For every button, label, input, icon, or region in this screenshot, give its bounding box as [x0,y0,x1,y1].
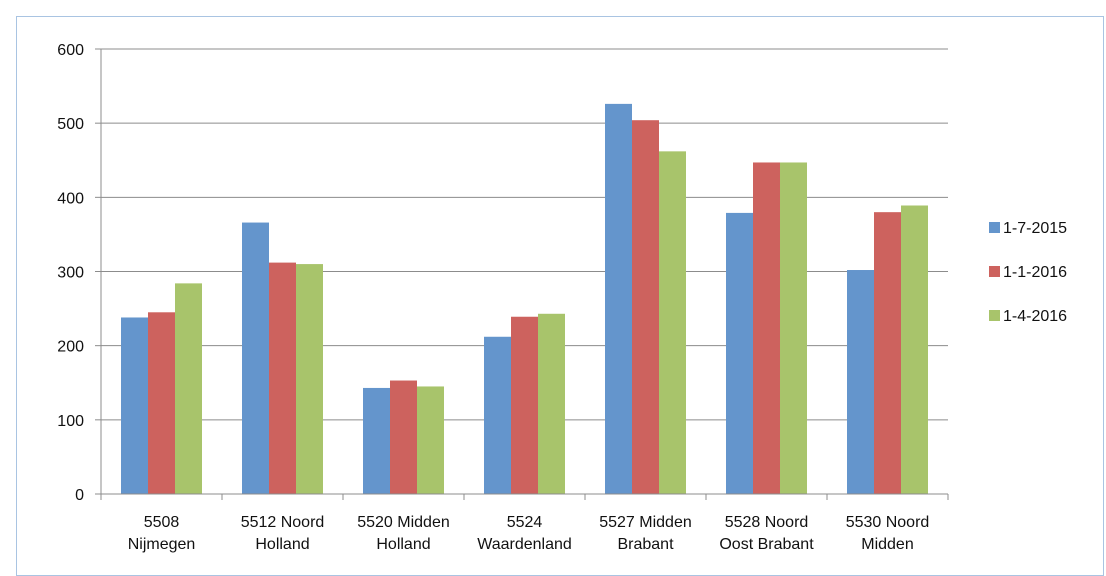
bar [148,312,175,494]
bar [242,222,269,495]
x-tick-label: 5527 Midden Brabant [599,514,692,553]
y-tick-label: 400 [57,190,84,207]
bar [175,283,202,494]
bar [417,386,444,494]
bar [901,205,928,494]
legend-swatch [989,310,1000,321]
y-tick-label: 300 [57,265,84,282]
bar [363,387,390,494]
x-tick-label: 5512 Noord Holland [241,514,325,553]
bar [269,262,296,494]
x-tick-label: 5520 Midden Holland [357,514,450,553]
x-tick-label: 5524 Waardenland [477,514,572,553]
bar [780,162,807,494]
bar [484,336,511,494]
x-category-labels: 5508 Nijmegen 5512 Noord Holland 5520 Midden… [128,514,930,553]
bar [390,380,417,494]
y-tick-label: 600 [57,42,84,59]
bar [121,317,148,494]
bar-chart: 0 100 200 300 400 500 600 5508 Nijmegen 5512 Noo… [57,42,1067,553]
y-tick-label: 100 [57,413,84,430]
bar [874,212,901,494]
bar [605,103,632,494]
axes [95,48,949,500]
legend-label: 1-7-2015 [1003,220,1067,237]
bar [296,264,323,494]
y-tick-label: 500 [57,116,84,133]
bar [538,313,565,494]
bar [632,120,659,494]
y-tick-labels: 0 100 200 300 400 500 600 [57,42,84,504]
x-tick-label: 5530 Noord Midden [846,514,930,553]
x-tick-label: 5508 Nijmegen [128,514,196,553]
legend-label: 1-4-2016 [1003,308,1067,325]
y-tick-label: 200 [57,339,84,356]
x-tick-label: 5528 Noord Oost Brabant [719,514,814,553]
legend-label: 1-1-2016 [1003,264,1067,281]
bar [511,316,538,494]
bar [753,162,780,494]
bar [726,212,753,495]
legend-swatch [989,222,1000,233]
y-tick-label: 0 [75,487,84,504]
bar [659,151,686,494]
legend: 1-7-2015 1-1-2016 1-4-2016 [989,220,1067,325]
bars [121,103,928,495]
legend-swatch [989,266,1000,277]
bar [847,270,874,494]
